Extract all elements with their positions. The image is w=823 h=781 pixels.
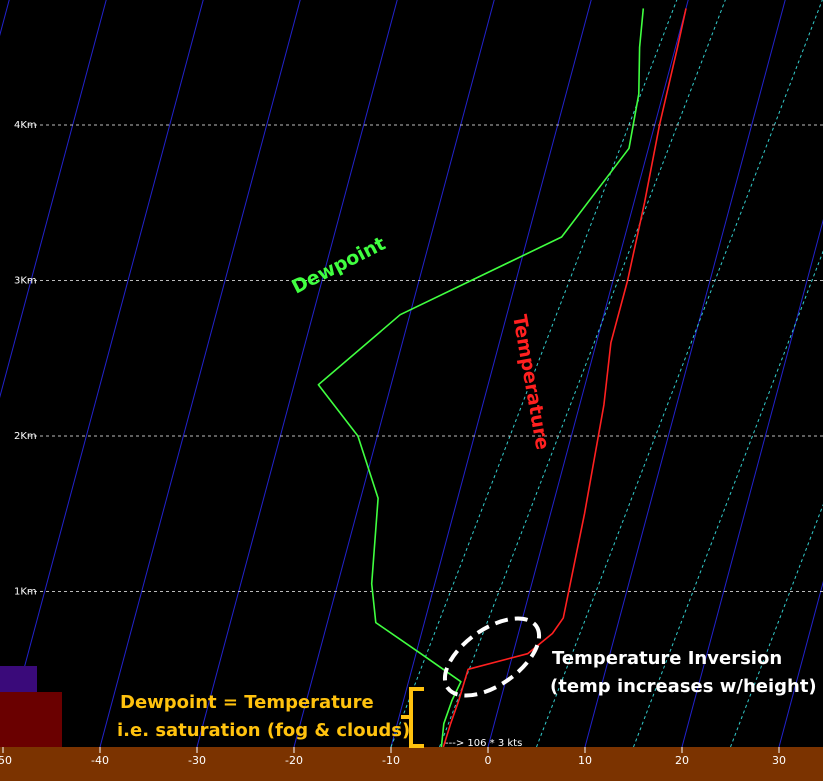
dewpoint-line [317,8,645,747]
x-tick-label: 10 [578,754,592,767]
x-tick-label: -50 [0,754,12,767]
wind-label-text: 106 * 3 kts [467,738,522,749]
isotherm-line [2,0,204,747]
isotherm-line [390,0,592,747]
x-tick-label: -10 [382,754,400,767]
wind-label: ---> 106 * 3 kts [445,738,522,749]
legend-block-purple [0,666,37,692]
height-label: 3Km [14,276,37,287]
height-label: 1Km [14,587,37,598]
isotherm-lines [0,0,823,747]
mixing-ratio-lines [390,0,823,747]
temperature-axis-band [0,747,823,781]
x-tick-label: -30 [188,754,206,767]
x-tick-label: 0 [485,754,492,767]
temperature-axis-ticks: -50 -40 -30 -20 -10 0 10 20 30 [0,747,786,767]
height-label: 2Km [14,431,37,442]
x-tick-label: -20 [285,754,303,767]
inversion-highlight-ellipse [442,616,542,698]
x-tick-label: -40 [91,754,109,767]
isotherm-line [293,0,495,747]
height-label: 4Km [14,120,37,131]
isotherm-line [0,0,107,399]
isotherm-line [778,580,823,747]
sounding-curves [317,8,687,747]
inversion-annotation-line2: (temp increases w/height) [550,676,817,697]
height-gridlines: 1Km 2Km 3Km 4Km [14,120,823,598]
wind-arrow-icon: ---> [445,738,467,749]
legend-block-red [0,692,62,747]
x-tick-label: 20 [675,754,689,767]
isotherm-line [99,0,301,747]
temperature-line [442,8,687,747]
mixing-ratio-line [390,0,678,747]
isotherm-line [196,0,398,747]
saturation-annotation-line1: Dewpoint = Temperature [120,692,374,713]
isotherm-line [584,0,786,747]
x-tick-label: 30 [772,754,786,767]
mixing-ratio-line [439,0,726,747]
inversion-annotation-line1: Temperature Inversion [552,648,782,669]
saturation-annotation-line2: i.e. saturation (fog & clouds) [117,720,410,741]
mixing-ratio-line [536,0,823,747]
isotherm-line [681,218,823,747]
saturation-bracket-icon [401,687,424,748]
